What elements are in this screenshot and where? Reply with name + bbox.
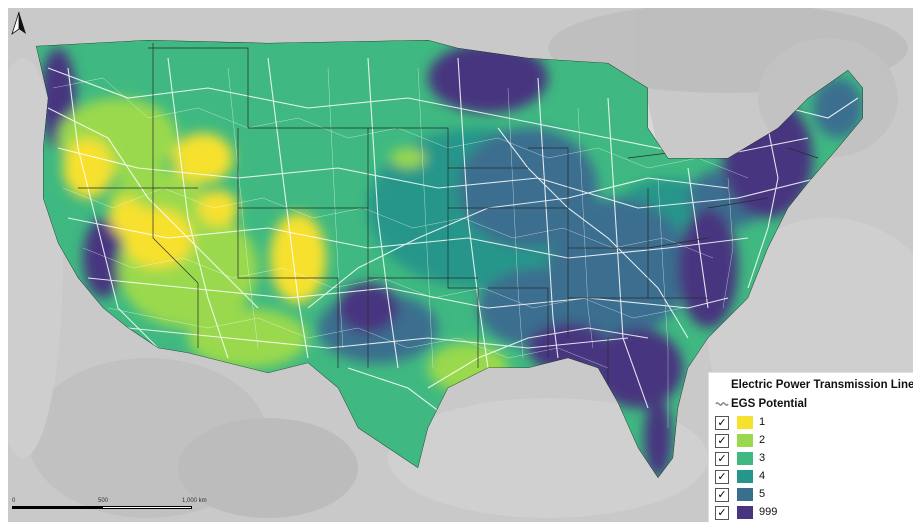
legend-item-5[interactable]: ✓ 5	[715, 487, 905, 503]
legend-checkbox-1[interactable]: ✓	[715, 416, 729, 430]
scale-bar: 0 500 1,000 km	[12, 498, 212, 520]
legend-swatch-3	[737, 452, 753, 465]
legend-item-2[interactable]: ✓ 2	[715, 433, 905, 449]
legend-checkbox-4[interactable]: ✓	[715, 470, 729, 484]
legend-label-4: 4	[759, 470, 766, 482]
legend-item-1[interactable]: ✓ 1	[715, 415, 905, 431]
scale-bar-white	[102, 506, 192, 509]
map-frame[interactable]: 0 500 1,000 km Electric Power Transmissi…	[8, 8, 913, 522]
legend-item-999[interactable]: ✓ 999	[715, 505, 905, 521]
legend-label-5: 5	[759, 488, 766, 500]
legend-title: Electric Power Transmission Lines	[731, 379, 913, 391]
legend-item-3[interactable]: ✓ 3	[715, 451, 905, 467]
legend-swatch-2	[737, 434, 753, 447]
scale-label-0: 0	[12, 498, 16, 504]
transmission-line-icon	[715, 402, 729, 406]
legend-label-2: 2	[759, 434, 766, 446]
state-borders	[78, 43, 819, 398]
legend-label-3: 3	[759, 452, 766, 464]
legend-swatch-4	[737, 470, 753, 483]
legend-subtitle: EGS Potential	[731, 398, 808, 410]
legend-checkbox-2[interactable]: ✓	[715, 434, 729, 448]
north-arrow-icon	[11, 11, 26, 36]
scale-label-1000: 1,000 km	[182, 498, 207, 504]
legend-item-4[interactable]: ✓ 4	[715, 469, 905, 485]
legend-swatch-5	[737, 488, 753, 501]
legend-panel: Electric Power Transmission Lines EGS Po…	[708, 372, 913, 522]
legend-label-999: 999	[759, 506, 778, 518]
legend-swatch-999	[737, 506, 753, 519]
legend-swatch-1	[737, 416, 753, 429]
transmission-lines	[47, 57, 859, 449]
legend-label-1: 1	[759, 416, 766, 428]
legend-checkbox-5[interactable]: ✓	[715, 488, 729, 502]
scale-label-500: 500	[98, 498, 109, 504]
scale-bar-black	[12, 506, 102, 509]
legend-checkbox-3[interactable]: ✓	[715, 452, 729, 466]
legend-checkbox-999[interactable]: ✓	[715, 506, 729, 520]
